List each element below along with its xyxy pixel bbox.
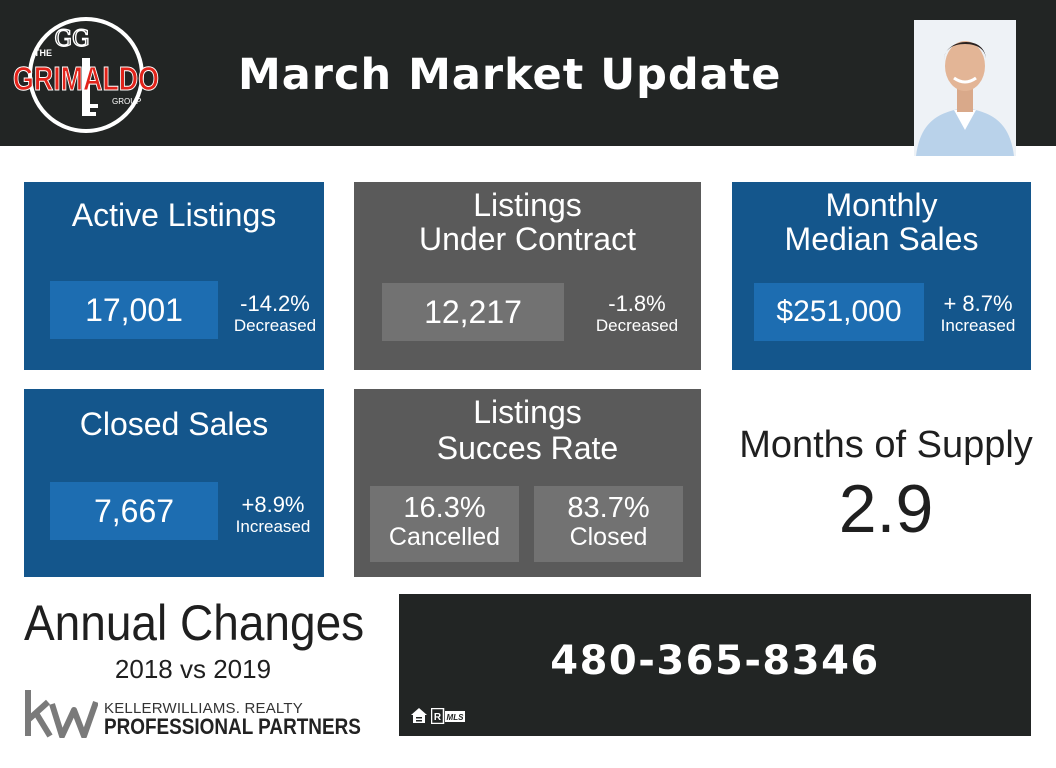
card-title: Closed Sales (79, 406, 269, 442)
closed-percent: 83.7% (567, 492, 650, 524)
active-listings-value: 17,001 (50, 281, 218, 339)
supply-label: Months of Supply (739, 424, 1033, 466)
change-direction: Increased (940, 316, 1016, 335)
kw-logo-mark (25, 690, 98, 738)
card-title: Active Listings (71, 197, 277, 233)
median-sales-change: + 8.7% Increased (928, 291, 1028, 336)
equal-housing-icon (411, 708, 427, 723)
logo-the: THE (34, 48, 52, 58)
change-direction: Decreased (595, 316, 679, 335)
grimaldo-logo: GG THE GRIMALDO GROUP (13, 17, 160, 133)
realtor-mls-icon: R MLS (431, 708, 465, 724)
card-title-line2: Under Contract (419, 221, 636, 257)
card-closed-sales: Closed Sales 7,667 +8.9% Increased (24, 389, 324, 577)
mls-text: MLS (447, 713, 465, 722)
change-direction: Decreased (233, 316, 317, 335)
cancelled-box: 16.3% Cancelled (370, 486, 519, 562)
closed-box: 83.7% Closed (534, 486, 683, 562)
brokerage-logo: KELLERWILLIAMS. REALTY PROFESSIONAL PART… (24, 688, 361, 740)
header-bar: GG THE GRIMALDO GROUP March Market Updat… (0, 0, 1056, 156)
closed-sales-value: 7,667 (50, 482, 218, 540)
annual-changes-title: Annual Changes (24, 595, 365, 651)
brokerage-office: PROFESSIONAL PARTNERS (104, 714, 361, 739)
card-title-line1: Listings (473, 187, 582, 223)
contact-box: 480-365-8346 R MLS (399, 594, 1031, 736)
card-title-line1: Listings (473, 394, 582, 430)
agent-portrait (914, 20, 1016, 156)
card-success-rate: Listings Succes Rate 16.3% Cancelled 83.… (354, 389, 701, 577)
logo-monogram: GG (54, 27, 89, 52)
svg-text:R: R (434, 712, 442, 723)
change-percent: +8.9% (241, 492, 305, 517)
phone-number[interactable]: 480-365-8346 (550, 638, 880, 684)
closed-label: Closed (569, 523, 648, 551)
card-title-line2: Succes Rate (436, 430, 619, 466)
under-contract-change: -1.8% Decreased (582, 291, 692, 336)
under-contract-value: 12,217 (382, 283, 564, 341)
card-title-line1: Monthly (825, 187, 938, 223)
closed-sales-change: +8.9% Increased (224, 492, 322, 537)
cancelled-label: Cancelled (388, 523, 501, 551)
supply-value: 2.9 (838, 471, 934, 547)
change-direction: Increased (235, 517, 311, 536)
logo-wordmark: GRIMALDO (13, 60, 159, 97)
card-under-contract: Listings Under Contract 12,217 -1.8% Dec… (354, 182, 701, 370)
change-percent: + 8.7% (943, 291, 1013, 316)
logo-group: GROUP (112, 97, 141, 106)
change-percent: -14.2% (240, 291, 310, 316)
card-title-line2: Median Sales (784, 221, 979, 257)
page-title: March Market Update (238, 50, 782, 100)
brokerage-name: KELLERWILLIAMS. REALTY (104, 700, 303, 717)
change-percent: -1.8% (608, 291, 666, 316)
card-active-listings: Active Listings 17,001 -14.2% Decreased (24, 182, 324, 370)
cancelled-percent: 16.3% (403, 492, 486, 524)
active-listings-change: -14.2% Decreased (224, 291, 326, 336)
annual-changes-subtitle: 2018 vs 2019 (114, 654, 272, 684)
card-median-sales: Monthly Median Sales $251,000 + 8.7% Inc… (732, 182, 1031, 370)
median-sales-value: $251,000 (754, 283, 924, 341)
